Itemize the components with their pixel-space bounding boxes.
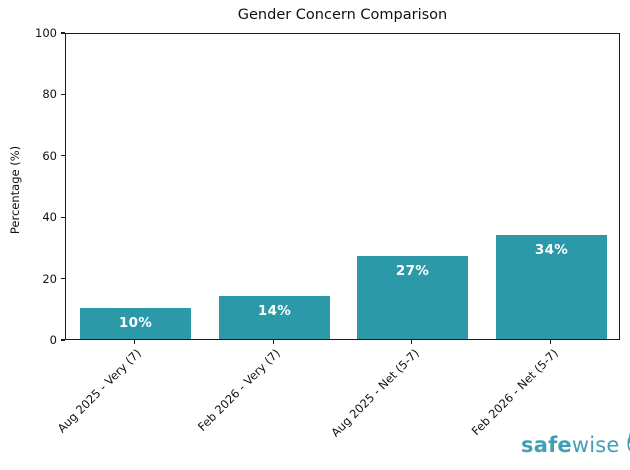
x-tick-label: Feb 2026 - Very (7) [195,346,284,434]
safewise-logo-text: safewise [521,433,620,457]
x-tick-label: Aug 2025 - Net (5-7) [328,346,422,440]
bar-value-label: 10% [118,315,153,331]
bar-value-label: 14% [257,303,292,319]
y-tick-label: 40 [42,210,57,225]
y-tick-label: 20 [42,271,57,286]
y-tick-label: 100 [35,26,57,40]
logo-word-wise: wise [571,433,620,457]
bar-0: 10% [80,308,191,339]
logo-word-safe: safe [521,433,572,457]
bar-2: 27% [357,256,468,339]
y-tick-mark [61,278,65,280]
y-tick-label: 80 [42,87,57,102]
y-tick-mark [61,216,65,218]
y-tick-mark [61,93,65,95]
y-tick-mark [61,32,65,34]
x-tick-mark [411,340,413,344]
plot-area: 10% 14% 27% 34% [65,33,620,340]
chart-title: Gender Concern Comparison [237,7,448,23]
owl-icon [627,430,630,452]
y-tick-mark [61,155,65,157]
safewise-logo: safewise [521,430,630,457]
y-tick-label: 60 [42,148,57,163]
x-tick-mark [550,340,552,344]
x-tick-mark [272,340,274,344]
bar-3: 34% [496,235,607,339]
x-tick-label: Aug 2025 - Very (7) [54,346,145,436]
y-tick-label: 0 [49,333,57,347]
bar-value-label: 27% [395,263,430,279]
x-tick-mark [133,340,135,344]
bar-1: 14% [219,296,330,339]
bar-value-label: 34% [534,242,569,258]
y-tick-mark [61,339,65,341]
